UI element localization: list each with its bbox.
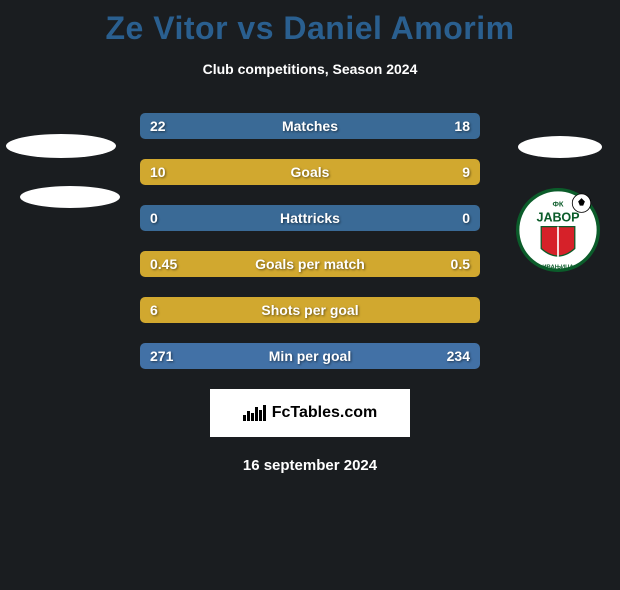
placeholder-ellipse — [6, 134, 116, 158]
stat-row: 6Shots per goal — [140, 297, 480, 323]
stat-row: 271Min per goal234 — [140, 343, 480, 369]
stat-right-value: 9 — [410, 164, 470, 180]
stat-label: Matches — [210, 118, 410, 134]
badge-top-text: ФК — [552, 199, 563, 208]
stat-label: Shots per goal — [210, 302, 410, 318]
stat-left-value: 10 — [150, 164, 210, 180]
stat-label: Goals — [210, 164, 410, 180]
stat-label: Goals per match — [210, 256, 410, 272]
stat-row: 0Hattricks0 — [140, 205, 480, 231]
stat-right-value: 0 — [410, 210, 470, 226]
stats-table: 22Matches18 10Goals9 0Hattricks0 0.45Goals … — [140, 113, 480, 369]
placeholder-ellipse — [518, 136, 602, 158]
stat-right-value: 234 — [410, 348, 470, 364]
stat-row: 10Goals9 — [140, 159, 480, 185]
subtitle: Club competitions, Season 2024 — [0, 61, 620, 77]
stat-label: Hattricks — [210, 210, 410, 226]
stat-right-value: 18 — [410, 118, 470, 134]
stat-left-value: 22 — [150, 118, 210, 134]
badge-bottom-text: ИВАЊИЦА — [542, 265, 574, 271]
fctables-logo: FcTables.com — [210, 389, 410, 437]
stat-left-value: 0 — [150, 210, 210, 226]
stat-row: 0.45Goals per match0.5 — [140, 251, 480, 277]
page-title: Ze Vitor vs Daniel Amorim — [0, 10, 620, 47]
stat-left-value: 0.45 — [150, 256, 210, 272]
stat-left-value: 6 — [150, 302, 210, 318]
stat-row: 22Matches18 — [140, 113, 480, 139]
date-text: 16 september 2024 — [0, 457, 620, 474]
left-placeholder-shapes — [0, 134, 120, 208]
placeholder-ellipse — [20, 186, 120, 208]
chart-icon — [243, 405, 266, 421]
stat-right-value: 0.5 — [410, 256, 470, 272]
stat-label: Min per goal — [210, 348, 410, 364]
badge-main-text: ЈАВОР — [536, 211, 579, 225]
logo-text: FcTables.com — [272, 404, 378, 422]
stat-left-value: 271 — [150, 348, 210, 364]
team-badge: ФК ЈАВОР ИВАЊИЦА — [516, 188, 600, 272]
